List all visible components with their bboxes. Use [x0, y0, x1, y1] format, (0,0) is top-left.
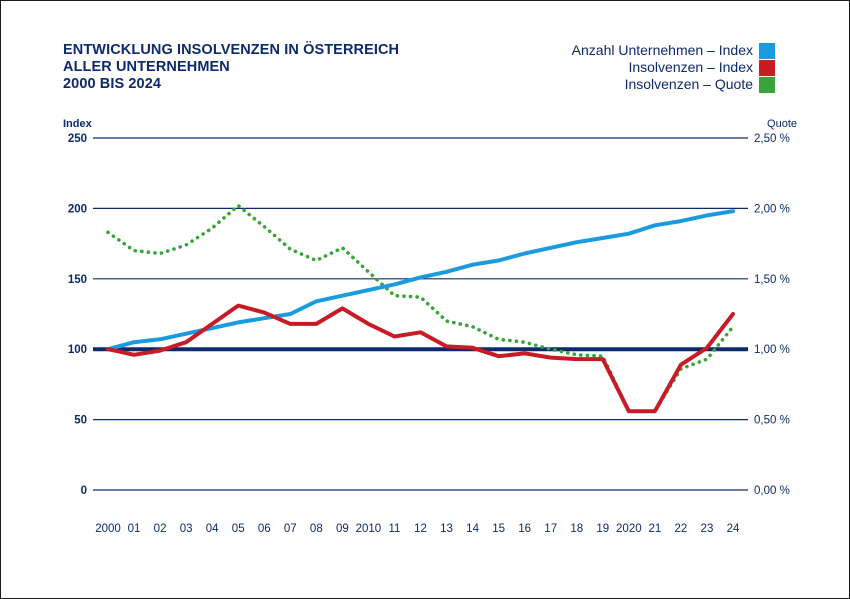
chart-legend: Anzahl Unternehmen – Index Insolvenzen –…	[572, 42, 775, 93]
grid-lines	[93, 137, 748, 491]
y-axis-left-label: Index	[63, 118, 93, 130]
y-left-tick-label: 100	[68, 344, 87, 356]
y-right-tick-label: 0,50 %	[754, 415, 790, 427]
x-tick-label: 17	[544, 523, 557, 535]
y-left-tick-label: 200	[68, 203, 87, 215]
x-tick-label: 05	[232, 523, 245, 535]
y-left-tick-label: 0	[81, 485, 87, 497]
x-tick-label: 21	[648, 523, 661, 535]
legend-label-unternehmen: Anzahl Unternehmen – Index	[571, 42, 753, 58]
x-tick-label: 2020	[616, 523, 642, 535]
y-right-tick-label: 2,00 %	[754, 203, 790, 215]
y-axis-right-label: Quote	[767, 118, 797, 130]
y-left-tick-label: 150	[68, 274, 87, 286]
legend-entry-insolvenzen-index: Insolvenzen – Index	[572, 59, 775, 76]
legend-label-insolvenzen-quote: Insolvenzen – Quote	[624, 76, 753, 92]
x-tick-label: 03	[180, 523, 193, 535]
y-right-tick-label: 0,00 %	[754, 485, 790, 497]
chart-title: ENTWICKLUNG INSOLVENZEN IN ÖSTERREICH AL…	[63, 42, 399, 93]
legend-entry-insolvenzen-quote: Insolvenzen – Quote	[572, 76, 775, 93]
x-tick-label: 24	[727, 523, 740, 535]
x-tick-label: 16	[518, 523, 531, 535]
y-right-tick-label: 2,50 %	[754, 133, 790, 145]
x-tick-label: 07	[284, 523, 297, 535]
x-tick-label: 15	[492, 523, 505, 535]
y-right-tick-label: 1,50 %	[754, 274, 790, 286]
x-tick-label: 02	[154, 523, 167, 535]
x-tick-label: 14	[466, 523, 479, 535]
series-line-anzahl-unternehmen-index	[106, 209, 735, 352]
x-tick-label: 18	[570, 523, 583, 535]
chart-title-line-3: 2000 BIS 2024	[63, 76, 162, 92]
x-tick-label: 08	[310, 523, 323, 535]
axis-ticks: 250 200 150 100 50 0 2,50 % 2,00 % 1,50 % 1,00 % 0…	[68, 133, 790, 535]
legend-swatch-insolvenzen-index	[759, 59, 775, 76]
y-left-tick-label: 50	[74, 415, 87, 427]
x-tick-label: 19	[596, 523, 609, 535]
series-line-insolvenzen-index	[106, 303, 735, 414]
series-lines	[106, 203, 735, 414]
legend-label-insolvenzen-index: Insolvenzen – Index	[628, 59, 753, 75]
x-tick-label: 09	[336, 523, 349, 535]
series-line-insolvenzen-quote	[106, 203, 735, 414]
x-tick-label: 04	[206, 523, 219, 535]
x-tick-label: 22	[675, 523, 688, 535]
legend-swatch-insolvenzen-quote	[759, 76, 775, 93]
legend-entry-unternehmen: Anzahl Unternehmen – Index	[572, 42, 775, 59]
y-right-tick-label: 1,00 %	[754, 344, 790, 356]
x-tick-label: 06	[258, 523, 271, 535]
x-tick-label: 2000	[95, 523, 121, 535]
chart-title-line-1: ENTWICKLUNG INSOLVENZEN IN ÖSTERREICH	[63, 42, 400, 58]
x-tick-label: 12	[414, 523, 427, 535]
x-tick-label: 2010	[356, 523, 382, 535]
x-tick-label: 01	[128, 523, 141, 535]
x-tick-label: 23	[701, 523, 714, 535]
x-tick-label: 11	[388, 523, 400, 535]
y-left-tick-label: 250	[68, 133, 87, 145]
legend-swatch-unternehmen	[759, 42, 775, 59]
chart-title-line-2: ALLER UNTERNEHMEN	[63, 59, 230, 75]
x-tick-label: 13	[440, 523, 453, 535]
